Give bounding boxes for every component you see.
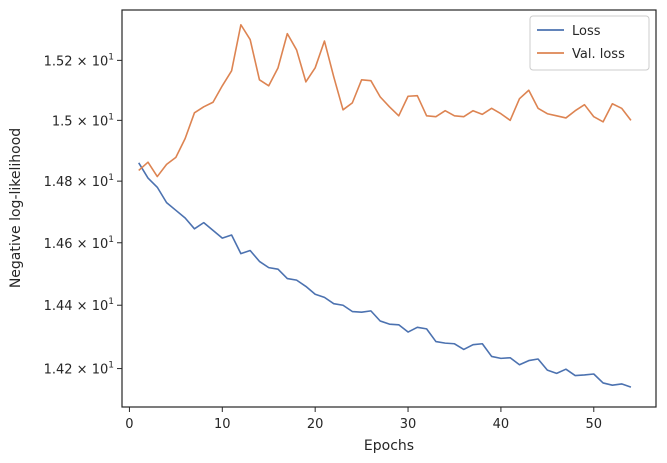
y-axis: 1.42 × 101 1.44 × 101 1.46 × 101 1.48 × 101… — [44, 52, 122, 378]
x-axis: 0 10 20 30 40 50 — [125, 407, 602, 432]
y-tick-label: 1.52 × 101 — [44, 52, 114, 69]
x-tick-label: 0 — [125, 417, 133, 432]
series-line-val-loss — [138, 23, 632, 178]
series-lines — [138, 23, 632, 388]
legend-label: Val. loss — [572, 47, 625, 62]
y-tick-label: 1.46 × 101 — [44, 235, 114, 252]
y-tick-label: 1.48 × 101 — [44, 173, 114, 190]
series-line-loss — [138, 162, 632, 388]
x-tick-label: 10 — [214, 417, 231, 432]
legend: Loss Val. loss — [529, 15, 650, 71]
y-axis-title: Negative log-likelihood — [8, 128, 24, 288]
y-tick-label: 1.42 × 101 — [44, 361, 114, 378]
x-tick-label: 20 — [307, 417, 324, 432]
x-axis-title: Epochs — [364, 438, 414, 454]
x-tick-label: 40 — [493, 417, 510, 432]
plot-frame — [121, 9, 657, 408]
y-tick-label: 1.44 × 101 — [44, 297, 114, 314]
legend-label: Loss — [572, 24, 601, 39]
x-tick-label: 50 — [586, 417, 603, 432]
y-tick-label: 1.5 × 101 — [52, 112, 114, 129]
x-tick-label: 30 — [400, 417, 417, 432]
